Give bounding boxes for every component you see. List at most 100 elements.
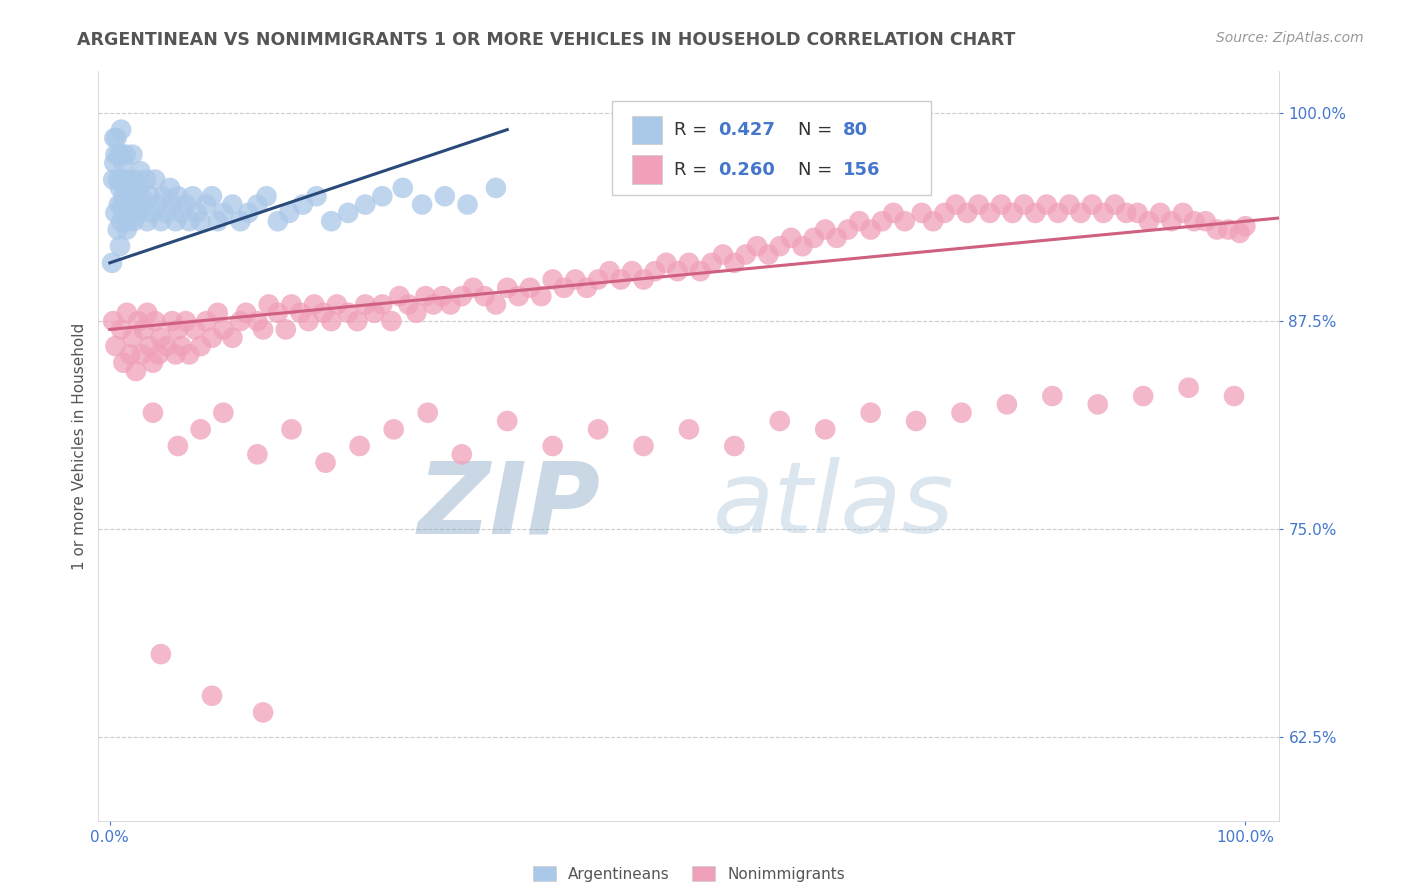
Point	[246, 314, 269, 328]
Point	[1137, 214, 1160, 228]
Point	[190, 214, 212, 228]
Point	[337, 306, 360, 320]
Point	[143, 172, 166, 186]
Point	[633, 439, 655, 453]
Point	[1081, 197, 1104, 211]
Point	[723, 256, 745, 270]
Point	[110, 214, 132, 228]
Point	[508, 289, 530, 303]
Point	[129, 164, 152, 178]
Point	[103, 172, 125, 186]
Text: 0.260: 0.260	[718, 161, 775, 178]
Point	[700, 256, 723, 270]
Point	[128, 206, 150, 220]
Point	[1059, 197, 1081, 211]
Text: ARGENTINEAN VS NONIMMIGRANTS 1 OR MORE VEHICLES IN HOUSEHOLD CORRELATION CHART: ARGENTINEAN VS NONIMMIGRANTS 1 OR MORE V…	[77, 31, 1015, 49]
Point	[115, 306, 138, 320]
Point	[1177, 381, 1199, 395]
Point	[485, 181, 508, 195]
Point	[1149, 206, 1171, 220]
Point	[922, 214, 945, 228]
Point	[120, 347, 142, 361]
Point	[450, 447, 472, 461]
Point	[655, 256, 678, 270]
Point	[112, 156, 135, 170]
Point	[135, 172, 157, 186]
Point	[780, 231, 803, 245]
Point	[246, 447, 269, 461]
Point	[1218, 222, 1240, 236]
Point	[108, 147, 131, 161]
Text: 0.427: 0.427	[718, 120, 775, 139]
Point	[380, 314, 402, 328]
Point	[1182, 214, 1205, 228]
Point	[136, 306, 159, 320]
Point	[121, 189, 143, 203]
Point	[238, 206, 260, 220]
Point	[124, 172, 146, 186]
Point	[463, 281, 485, 295]
Point	[305, 189, 328, 203]
Point	[256, 189, 278, 203]
Point	[956, 206, 979, 220]
Point	[167, 189, 190, 203]
Point	[143, 314, 166, 328]
Point	[131, 189, 153, 203]
Point	[114, 172, 136, 186]
Point	[1070, 206, 1092, 220]
Point	[252, 706, 274, 720]
Point	[110, 322, 132, 336]
Point	[165, 347, 187, 361]
Point	[1206, 222, 1229, 236]
Point	[186, 206, 208, 220]
Point	[267, 306, 290, 320]
Point	[107, 222, 129, 236]
Point	[167, 439, 190, 453]
Point	[1087, 397, 1109, 411]
Y-axis label: 1 or more Vehicles in Household: 1 or more Vehicles in Household	[72, 322, 87, 570]
Point	[496, 281, 519, 295]
Point	[207, 214, 229, 228]
Point	[201, 331, 224, 345]
Point	[149, 331, 172, 345]
Point	[149, 647, 172, 661]
Point	[666, 264, 689, 278]
Point	[496, 414, 519, 428]
Point	[127, 314, 149, 328]
Point	[280, 297, 302, 311]
Point	[174, 197, 197, 211]
Point	[321, 314, 343, 328]
Point	[990, 197, 1012, 211]
Point	[112, 189, 135, 203]
Point	[644, 264, 666, 278]
Point	[1171, 206, 1194, 220]
Point	[457, 197, 479, 211]
Point	[103, 156, 125, 170]
Point	[125, 197, 148, 211]
Point	[346, 314, 368, 328]
FancyBboxPatch shape	[612, 102, 931, 195]
Point	[1012, 197, 1035, 211]
Point	[170, 206, 193, 220]
Point	[141, 206, 163, 220]
Point	[905, 414, 928, 428]
Point	[290, 306, 312, 320]
Point	[190, 339, 212, 353]
Point	[195, 197, 218, 211]
Point	[104, 147, 127, 161]
Point	[1046, 206, 1070, 220]
Point	[120, 172, 142, 186]
Point	[837, 222, 859, 236]
Text: Source: ZipAtlas.com: Source: ZipAtlas.com	[1216, 31, 1364, 45]
Point	[312, 306, 335, 320]
Legend: Argentineans, Nonimmigrants: Argentineans, Nonimmigrants	[526, 860, 852, 888]
Point	[127, 181, 149, 195]
Point	[212, 322, 235, 336]
Point	[391, 181, 413, 195]
Point	[235, 306, 257, 320]
Point	[678, 422, 700, 436]
Point	[432, 289, 454, 303]
Point	[1040, 389, 1063, 403]
Point	[184, 322, 207, 336]
Point	[104, 339, 127, 353]
